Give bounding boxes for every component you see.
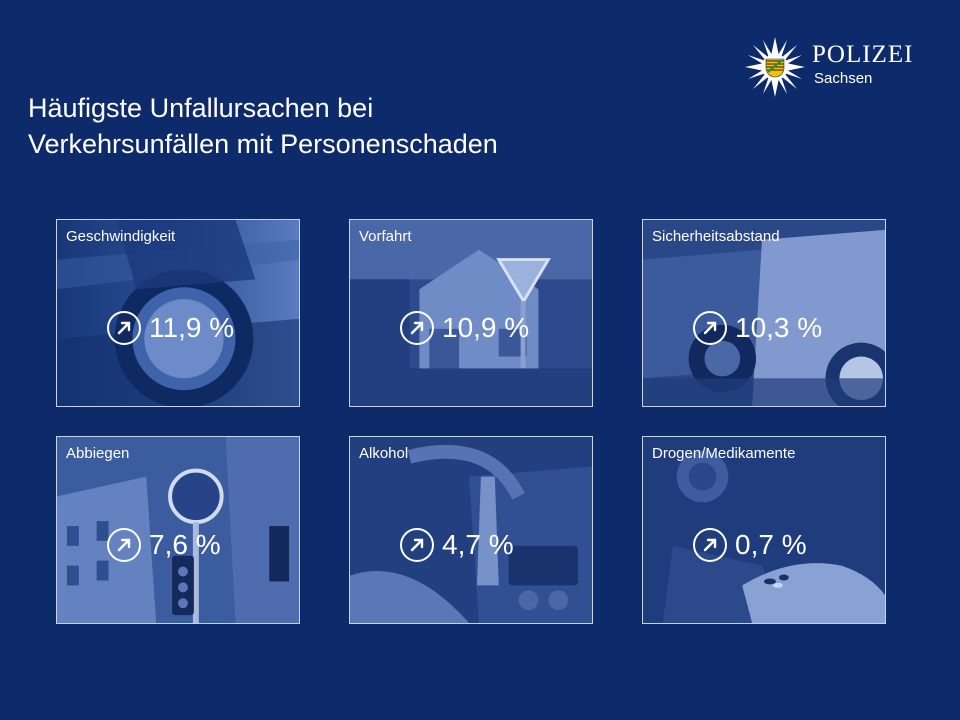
- arrow-up-right-icon: [693, 311, 727, 345]
- stat: 10,3 %: [693, 308, 822, 348]
- turn-sign-photo: [57, 437, 299, 623]
- tile-sicherheitsabstand: Sicherheitsabstand 10,3 %: [642, 219, 886, 407]
- stat: 4,7 %: [400, 525, 514, 565]
- tile-alkohol: Alkohol 4,7 %: [349, 436, 593, 624]
- arrow-up-right-icon: [400, 528, 434, 562]
- arrow-up-right-icon: [107, 311, 141, 345]
- arrow-up-right-icon: [107, 528, 141, 562]
- tile-drogen-medikamente: Drogen/Medikamente 0,7 %: [642, 436, 886, 624]
- page-title-line-1: Häufigste Unfallursachen bei: [28, 93, 374, 123]
- stat-value: 7,6 %: [149, 529, 221, 560]
- page-title: Häufigste Unfallursachen bei Verkehrsunf…: [28, 90, 498, 162]
- tile-abbiegen: Abbiegen 7,6 %: [56, 436, 300, 624]
- stat-value: 4,7 %: [442, 529, 514, 560]
- stat: 7,6 %: [107, 525, 221, 565]
- logo-wordmark: POLIZEI: [812, 41, 914, 68]
- tile-geschwindigkeit: Geschwindigkeit 11,9 %: [56, 219, 300, 407]
- police-star-icon: [745, 37, 805, 97]
- page-title-line-2: Verkehrsunfällen mit Personenschaden: [28, 129, 498, 159]
- stat-value: 11,9 %: [149, 312, 235, 343]
- yield-sign-photo: [350, 220, 592, 406]
- pills-in-hand-photo: [643, 437, 885, 623]
- stat: 10,9 %: [400, 308, 529, 348]
- stat: 11,9 %: [107, 308, 234, 348]
- rear-end-collision-photo: [643, 220, 885, 406]
- tile-label: Abbiegen: [66, 445, 130, 462]
- tile-vorfahrt: Vorfahrt 10,9 %: [349, 219, 593, 407]
- tile-label: Drogen/Medikamente: [652, 445, 796, 462]
- tile-label: Vorfahrt: [359, 228, 412, 245]
- arrow-up-right-icon: [693, 528, 727, 562]
- arrow-up-right-icon: [400, 311, 434, 345]
- tile-label: Sicherheitsabstand: [652, 228, 780, 245]
- logo-subtitle: Sachsen: [814, 70, 873, 87]
- alcohol-driving-photo: [350, 437, 592, 623]
- tile-label: Geschwindigkeit: [66, 228, 176, 245]
- stat-value: 10,3 %: [735, 312, 823, 343]
- stat-value: 0,7 %: [735, 529, 807, 560]
- stat: 0,7 %: [693, 525, 807, 565]
- stat-value: 10,9 %: [442, 312, 530, 343]
- polizei-logo: POLIZEI Sachsen: [744, 36, 924, 100]
- speed-photo: [57, 220, 299, 406]
- tile-label: Alkohol: [359, 445, 409, 462]
